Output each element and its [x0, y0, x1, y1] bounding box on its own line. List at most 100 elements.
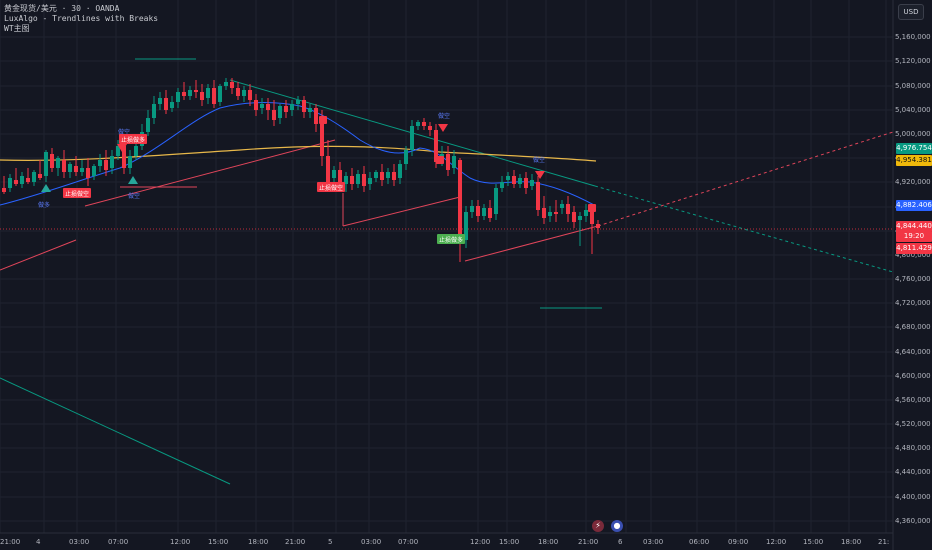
indicator-wt[interactable]: WT主图: [4, 24, 30, 33]
price-tag: 4,844.440: [896, 221, 932, 232]
candle-body: [230, 82, 234, 88]
price-tag: 4,976.754: [896, 143, 932, 154]
time-tick-label: 21:00: [285, 538, 306, 546]
candle-body: [296, 100, 300, 104]
candle-body: [386, 172, 390, 178]
candle-body: [134, 146, 138, 156]
candle-body: [278, 106, 282, 118]
price-tick-label: 4,720,000: [895, 299, 931, 307]
annotation-label-bg: [437, 234, 465, 244]
candle-body: [38, 174, 42, 178]
time-tick-label: 15:00: [208, 538, 229, 546]
symbol-title[interactable]: 黄金现货/美元 · 30 · OANDA: [4, 4, 120, 13]
time-tick-label: 12:00: [470, 538, 491, 546]
candle-body: [308, 108, 312, 112]
time-tick-label: 06:00: [689, 538, 710, 546]
buy-signal-marker: [41, 184, 51, 192]
flag-event-icon[interactable]: ●: [611, 520, 623, 532]
trendline-red-support: [84, 139, 336, 207]
candle-body: [20, 176, 24, 184]
candle-body: [122, 146, 126, 168]
candle-body: [170, 102, 174, 108]
candle-body: [434, 130, 438, 162]
candle-body: [236, 88, 240, 96]
candle-body: [422, 122, 426, 126]
candle-body: [530, 180, 534, 186]
time-tick-label: 21:: [878, 538, 890, 546]
candle-body: [320, 118, 324, 156]
candle-body: [452, 156, 456, 168]
time-tick-label: 03:00: [361, 538, 382, 546]
candle-body: [284, 106, 288, 112]
candle-body: [416, 122, 420, 126]
price-tick-label: 4,520,000: [895, 420, 931, 428]
candle-body: [560, 204, 564, 208]
candle-body: [176, 92, 180, 102]
candle-body: [104, 160, 108, 170]
candle-body: [326, 156, 330, 182]
time-tick-label: 03:00: [643, 538, 664, 546]
time-tick-label: 21:00: [578, 538, 599, 546]
price-tag: 4,954.381: [896, 155, 932, 166]
candle-body: [44, 152, 48, 176]
buy-signal-marker: [128, 176, 138, 184]
annotation-label-bg: [63, 188, 91, 198]
price-tick-label: 4,440,000: [895, 468, 931, 476]
candle-body: [410, 126, 414, 150]
annotation-label-bg: [119, 134, 147, 144]
candle-body: [260, 104, 264, 108]
price-tick-label: 5,080,000: [895, 82, 931, 90]
signal-badge: [588, 204, 596, 212]
candle-body: [242, 90, 246, 96]
candle-body: [428, 126, 432, 130]
price-tag: 4,811.429: [896, 243, 932, 254]
candle-body: [32, 172, 36, 182]
time-tick-label: 15:00: [499, 538, 520, 546]
trendline-green: [0, 377, 231, 485]
candle-body: [548, 212, 552, 216]
candle-body: [254, 100, 258, 110]
candle-body: [536, 182, 540, 210]
candle-body: [302, 100, 306, 112]
currency-button[interactable]: USD: [898, 4, 924, 20]
lightning-event-icon[interactable]: ⚡: [592, 520, 604, 532]
price-tick-label: 4,920,000: [895, 178, 931, 186]
candle-body: [146, 118, 150, 132]
trendline-red-projection: [597, 131, 894, 227]
signal-badge: [319, 116, 327, 124]
time-tick-label: 07:00: [108, 538, 129, 546]
candle-body: [182, 92, 186, 96]
candle-body: [248, 90, 252, 100]
candle-body: [332, 170, 336, 178]
annotation-label: 做空: [438, 112, 450, 120]
candle-body: [194, 90, 198, 92]
price-tick-label: 4,600,000: [895, 372, 931, 380]
candle-body: [506, 176, 510, 180]
candle-body: [14, 180, 18, 184]
indicator-trendlines[interactable]: LuxAlgo - Trendlines with Breaks: [4, 14, 159, 23]
annotation-label: 做空: [533, 156, 545, 164]
candle-body: [62, 160, 66, 172]
sell-signal-marker: [535, 171, 545, 179]
candle-body: [128, 156, 132, 168]
time-tick-label: 07:00: [398, 538, 419, 546]
annotation-label: 止损做多: [439, 236, 463, 244]
trendline-lower-red: [0, 239, 77, 271]
annotation-label: 做空: [128, 192, 140, 200]
candle-body: [266, 104, 270, 110]
annotation-label: 做多: [38, 201, 50, 209]
candle-body: [338, 170, 342, 186]
price-tick-label: 4,360,000: [895, 517, 931, 525]
candle-body: [590, 210, 594, 224]
candle-body: [488, 208, 492, 218]
annotation-label: 止损做多: [121, 136, 145, 144]
candle-body: [524, 178, 528, 188]
candle-body: [206, 88, 210, 98]
candle-body: [86, 168, 90, 178]
time-tick-label: 15:00: [803, 538, 824, 546]
time-tick-label: 12:00: [766, 538, 787, 546]
candle-body: [92, 166, 96, 176]
chart-legend: 黄金现货/美元 · 30 · OANDA LuxAlgo - Trendline…: [4, 4, 158, 34]
